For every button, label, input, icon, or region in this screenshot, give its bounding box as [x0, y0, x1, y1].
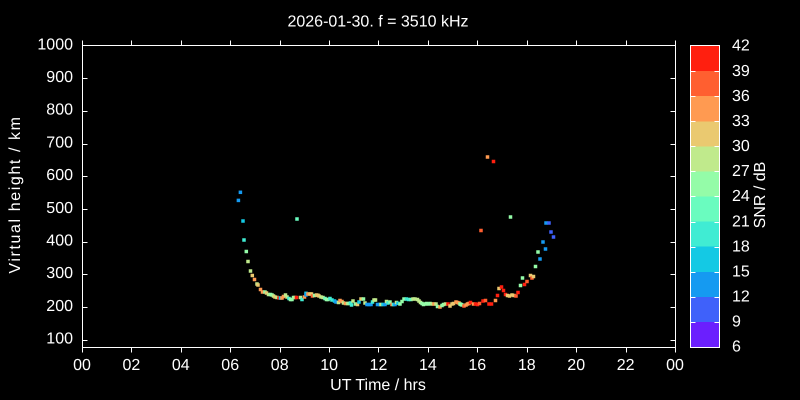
svg-text:18: 18	[732, 238, 750, 255]
svg-text:200: 200	[46, 298, 73, 315]
svg-text:02: 02	[123, 357, 141, 374]
svg-text:15: 15	[732, 263, 750, 280]
svg-text:36: 36	[732, 88, 750, 105]
svg-text:24: 24	[732, 188, 750, 205]
svg-text:22: 22	[617, 357, 635, 374]
svg-text:14: 14	[419, 357, 437, 374]
svg-text:42: 42	[732, 38, 750, 55]
svg-text:30: 30	[732, 138, 750, 155]
svg-text:00: 00	[73, 357, 91, 374]
svg-text:900: 900	[46, 69, 73, 86]
svg-text:600: 600	[46, 167, 73, 184]
svg-text:1000: 1000	[37, 36, 73, 53]
svg-text:SNR / dB: SNR / dB	[752, 162, 769, 229]
svg-text:33: 33	[732, 113, 750, 130]
svg-text:6: 6	[732, 339, 741, 356]
svg-text:10: 10	[320, 357, 338, 374]
svg-text:00: 00	[666, 357, 684, 374]
svg-text:800: 800	[46, 102, 73, 119]
svg-text:Virtual height / km: Virtual height / km	[7, 115, 24, 273]
svg-text:9: 9	[732, 314, 741, 331]
svg-text:700: 700	[46, 134, 73, 151]
svg-text:12: 12	[370, 357, 388, 374]
svg-text:21: 21	[732, 213, 750, 230]
svg-text:18: 18	[518, 357, 536, 374]
svg-text:400: 400	[46, 233, 73, 250]
svg-text:12: 12	[732, 289, 750, 306]
svg-text:16: 16	[468, 357, 486, 374]
svg-text:04: 04	[172, 357, 190, 374]
svg-text:300: 300	[46, 265, 73, 282]
svg-text:27: 27	[732, 163, 750, 180]
svg-text:500: 500	[46, 200, 73, 217]
svg-text:06: 06	[221, 357, 239, 374]
svg-text:UT Time / hrs: UT Time / hrs	[330, 377, 426, 394]
svg-text:100: 100	[46, 331, 73, 348]
svg-text:2026-01-30. f = 3510 kHz: 2026-01-30. f = 3510 kHz	[287, 14, 468, 31]
svg-text:39: 39	[732, 63, 750, 80]
svg-text:20: 20	[567, 357, 585, 374]
svg-text:08: 08	[271, 357, 289, 374]
